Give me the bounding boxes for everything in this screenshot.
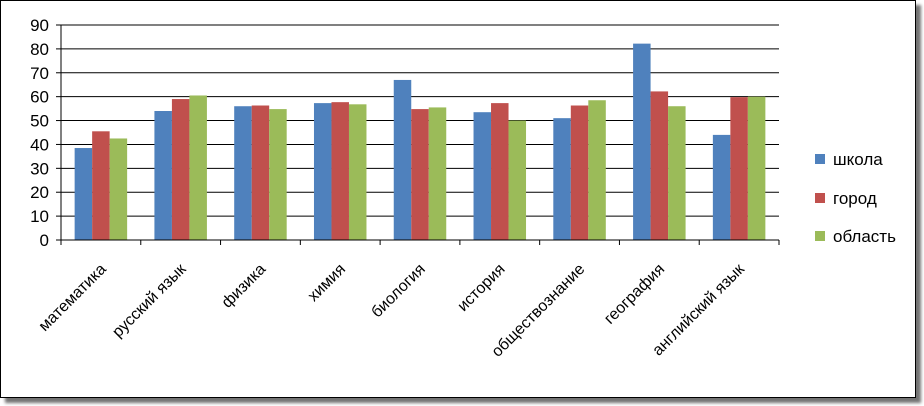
legend-swatch-0	[815, 154, 825, 164]
bar-школа-0	[74, 148, 93, 240]
bar-область-0	[109, 138, 128, 240]
bar-область-2	[269, 109, 287, 240]
bar-школа-5	[473, 112, 492, 240]
y-tick-label: 90	[30, 16, 49, 35]
legend-label-1: город	[833, 189, 877, 208]
bar-школа-7	[633, 43, 651, 241]
y-tick-label: 40	[30, 135, 49, 154]
y-tick-label: 60	[30, 88, 49, 107]
bar-город-7	[650, 91, 669, 241]
y-tick-label: 10	[30, 207, 49, 226]
bar-город-3	[331, 102, 349, 241]
legend-label-0: школа	[833, 150, 883, 169]
x-tick-label: физика	[219, 261, 270, 312]
y-tick-label: 50	[30, 112, 49, 131]
legend-swatch-1	[815, 193, 825, 203]
legend-label-2: область	[833, 227, 896, 246]
bar-область-6	[588, 100, 606, 240]
bar-область-7	[668, 106, 686, 240]
bar-область-5	[508, 120, 527, 240]
x-tick-label: география	[601, 261, 668, 328]
y-tick-label: 70	[30, 64, 49, 83]
x-axis-labels: математика русский язык физика химия биологи…	[36, 260, 749, 360]
x-tick-label: история	[455, 261, 509, 315]
bars	[74, 43, 766, 241]
bar-школа-6	[553, 118, 571, 240]
bar-город-4	[411, 109, 429, 240]
bar-город-2	[251, 105, 270, 240]
y-axis-ticks: 0 10 20 30 40 50 60 70 80 90	[30, 16, 61, 250]
y-tick-label: 30	[30, 159, 49, 178]
bar-область-1	[189, 95, 207, 240]
bar-город-5	[491, 103, 509, 240]
bar-область-3	[348, 104, 367, 240]
bar-город-1	[171, 99, 190, 240]
legend: школа город область	[815, 150, 896, 246]
bar-школа-8	[712, 134, 731, 240]
x-tick-label: математика	[36, 261, 110, 335]
bar-город-8	[730, 97, 748, 241]
bar-школа-2	[234, 106, 252, 240]
bar-область-4	[428, 107, 447, 241]
y-tick-label: 0	[40, 231, 49, 250]
bar-школа-3	[313, 103, 332, 240]
x-tick-label: биология	[368, 261, 428, 321]
axes	[60, 25, 780, 245]
bar-город-6	[570, 105, 589, 240]
bar-город-0	[92, 131, 110, 240]
chart-frame: 0 10 20 30 40 50 60 70 80 90 математика русский яз…	[0, 0, 916, 398]
bar-chart: 0 10 20 30 40 50 60 70 80 90 математика русский яз…	[30, 16, 896, 361]
y-tick-label: 20	[30, 183, 49, 202]
x-tick-label: химия	[305, 261, 349, 305]
x-tick-label: русский язык	[109, 260, 190, 341]
y-tick-label: 80	[30, 40, 49, 59]
legend-swatch-2	[815, 231, 825, 241]
bar-школа-4	[393, 79, 412, 240]
bar-школа-1	[154, 111, 172, 240]
bar-область-8	[747, 96, 766, 241]
